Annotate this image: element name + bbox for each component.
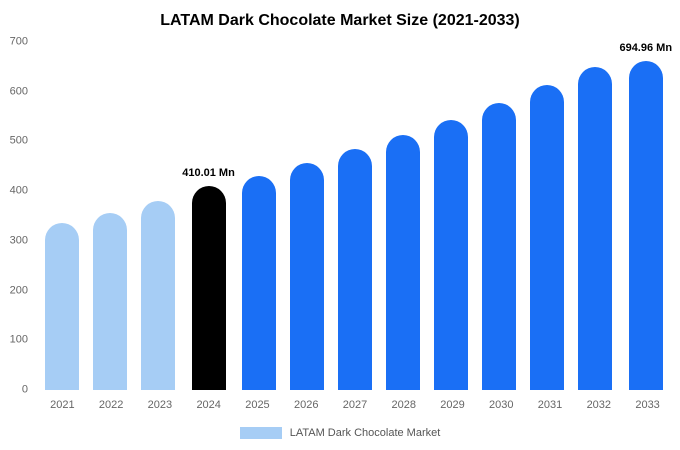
bar-2029 — [434, 119, 469, 390]
bar-2024 — [191, 186, 226, 390]
y-tick-400: 400 — [9, 184, 28, 197]
x-label-2033: 2033 — [635, 399, 660, 411]
x-label-2027: 2027 — [342, 399, 368, 411]
bar-slot-2030 — [475, 42, 523, 390]
y-tick-700: 700 — [9, 35, 28, 48]
bar-slot-2024: 410.01 Mn — [182, 42, 235, 390]
legend: LATAM Dark Chocolate Market — [0, 427, 680, 439]
legend-label: LATAM Dark Chocolate Market — [289, 427, 441, 439]
bar-slot-2025 — [235, 42, 283, 390]
x-label-2026: 2026 — [293, 399, 319, 411]
y-tick-0: 0 — [21, 383, 28, 396]
x-label-2022: 2022 — [98, 399, 124, 411]
bar-slot-2021 — [38, 42, 86, 390]
bar-2033 — [628, 61, 663, 390]
legend-swatch — [239, 427, 282, 439]
data-label-2033: 694.96 Mn — [619, 42, 673, 54]
x-label-2029: 2029 — [440, 399, 465, 411]
bar-slot-2026 — [283, 42, 331, 390]
x-label-2031: 2031 — [537, 399, 563, 411]
bar-2031 — [530, 85, 565, 390]
bar-2030 — [482, 102, 517, 390]
bar-slot-2023 — [134, 42, 182, 390]
chart-title: LATAM Dark Chocolate Market Size (2021-2… — [160, 12, 520, 29]
x-label-2024: 2024 — [196, 399, 221, 411]
bar-2021 — [45, 222, 80, 390]
x-label-2023: 2023 — [147, 399, 173, 411]
bar-2025 — [241, 176, 276, 390]
y-tick-300: 300 — [9, 234, 28, 247]
y-tick-600: 600 — [9, 85, 28, 98]
bar-2027 — [338, 149, 373, 390]
x-label-2025: 2025 — [245, 399, 270, 411]
bar-slot-2028 — [379, 42, 427, 390]
plot-area: 410.01 Mn 694.96 Mn — [38, 42, 672, 390]
bar-2026 — [289, 163, 324, 390]
bar-slot-2022 — [86, 42, 134, 390]
bar-2023 — [141, 201, 176, 390]
y-tick-200: 200 — [9, 284, 28, 297]
bar-slot-2032 — [571, 42, 619, 390]
y-axis: 0 100 200 300 400 500 600 700 — [0, 36, 30, 395]
bar-slot-2027 — [331, 42, 379, 390]
data-label-2024: 410.01 Mn — [182, 167, 235, 180]
x-label-2028: 2028 — [391, 399, 416, 411]
x-axis: 2021 2022 2023 2024 2025 2026 2027 2028 2029 2030… — [38, 399, 672, 411]
bar-slot-2033: 694.96 Mn — [619, 42, 672, 390]
x-label-2021: 2021 — [50, 399, 75, 411]
bar-slot-2031 — [523, 42, 571, 390]
bar-2032 — [578, 66, 613, 390]
x-label-2032: 2032 — [586, 399, 612, 411]
x-label-2030: 2030 — [489, 399, 514, 411]
bar-slot-2029 — [427, 42, 475, 390]
bar-2022 — [93, 213, 128, 390]
bar-2028 — [386, 134, 421, 390]
y-tick-500: 500 — [9, 134, 28, 147]
y-tick-100: 100 — [9, 333, 28, 346]
